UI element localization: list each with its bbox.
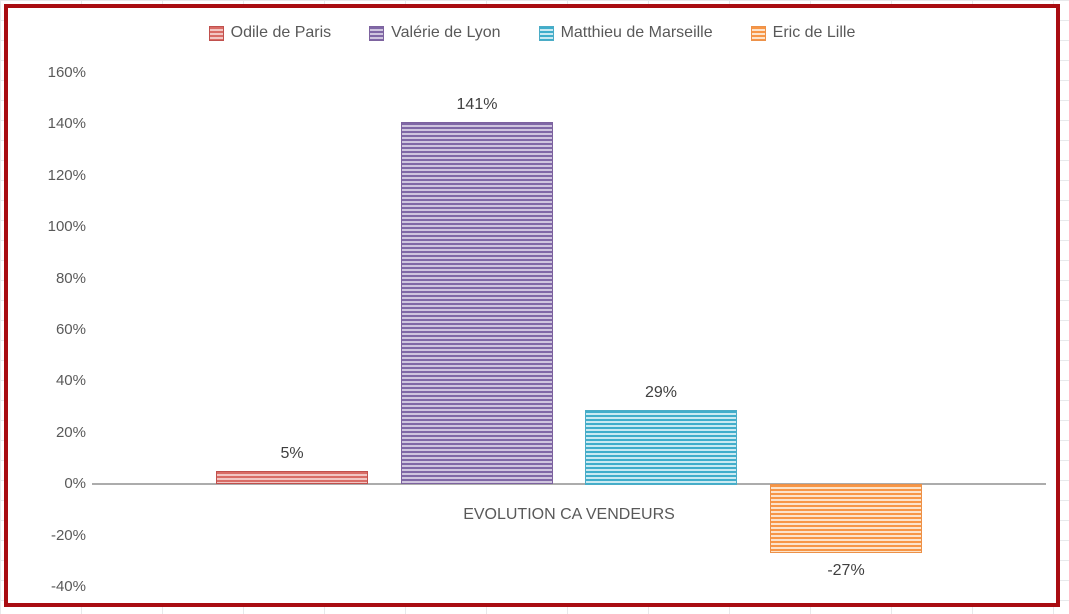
legend-swatch-icon <box>208 25 224 41</box>
legend-swatch-icon <box>750 25 766 41</box>
legend-item[interactable]: Valérie de Lyon <box>369 24 501 42</box>
y-tick-label: 160% <box>47 64 86 81</box>
y-tick-label: 120% <box>47 166 86 184</box>
legend-label: Matthieu de Marseille <box>560 24 713 41</box>
y-tick-label: 140% <box>47 115 86 133</box>
data-label: 141% <box>456 96 498 113</box>
y-tick-label: 80% <box>55 269 86 287</box>
y-tick-label: -40% <box>50 578 86 595</box>
legend-item[interactable]: Odile de Paris <box>208 24 332 42</box>
chart-inner: Odile de Paris Valérie de Lyon Matthieu de… <box>8 8 1056 603</box>
legend-item[interactable]: Eric de Lille <box>750 24 856 42</box>
data-label: 5% <box>280 445 304 462</box>
y-tick-label: 40% <box>55 372 86 390</box>
data-label: 29% <box>644 384 678 401</box>
legend-swatch-icon <box>369 25 385 41</box>
legend-item[interactable]: Matthieu de Marseille <box>538 24 713 42</box>
y-tick-label: 0% <box>64 475 86 493</box>
category-axis-line <box>92 483 1046 486</box>
bar-val-rie-de-lyon[interactable] <box>401 122 553 484</box>
legend-label: Odile de Paris <box>230 24 332 41</box>
legend-label: Valérie de Lyon <box>391 24 501 41</box>
chart-frame[interactable]: Odile de Paris Valérie de Lyon Matthieu de… <box>4 4 1060 607</box>
y-tick-label: 60% <box>55 321 86 338</box>
bar-eric-de-lille[interactable] <box>770 484 922 553</box>
y-tick-label: 20% <box>55 423 86 441</box>
chart-legend: Odile de Paris Valérie de Lyon Matthieu de… <box>8 24 1056 42</box>
legend-swatch-icon <box>538 25 554 41</box>
category-axis-label: EVOLUTION CA VENDEURS <box>463 506 675 524</box>
legend-label: Eric de Lille <box>772 24 856 41</box>
bar-odile-de-paris[interactable] <box>216 471 368 484</box>
y-tick-label: 100% <box>47 218 86 236</box>
data-label: -27% <box>827 562 865 579</box>
bar-matthieu-de-marseille[interactable] <box>585 410 737 485</box>
y-tick-label: -20% <box>50 526 86 544</box>
